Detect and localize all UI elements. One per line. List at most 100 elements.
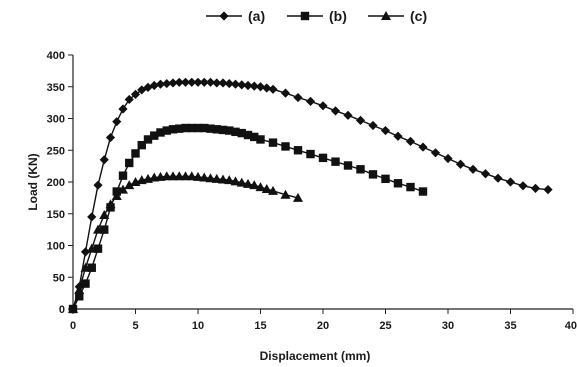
data-point <box>224 175 235 185</box>
x-tick-label: 25 <box>379 320 391 332</box>
data-point <box>199 172 210 182</box>
data-point <box>187 123 196 133</box>
data-point <box>368 170 378 179</box>
data-point <box>493 173 503 183</box>
data-point <box>181 123 190 133</box>
data-point <box>137 140 146 150</box>
data-point <box>193 123 203 133</box>
data-point <box>418 142 428 152</box>
data-point <box>231 127 240 137</box>
data-point <box>261 183 272 193</box>
data-point <box>199 77 209 87</box>
x-tick-label: 5 <box>132 320 138 332</box>
data-point <box>468 164 478 174</box>
data-point <box>187 77 197 87</box>
legend: (a) (b) (c) <box>206 8 427 24</box>
data-point <box>186 171 197 181</box>
data-point <box>355 115 366 126</box>
x-ticks: 0 5 10 15 20 25 30 35 40 <box>70 309 577 332</box>
data-point <box>155 79 166 89</box>
series-layer <box>68 77 553 314</box>
data-point <box>74 284 85 294</box>
legend-label: (a) <box>248 8 265 24</box>
data-point <box>250 132 259 142</box>
y-tick-label: 200 <box>47 177 65 189</box>
x-tick-label: 30 <box>442 320 454 332</box>
data-point <box>268 138 278 147</box>
data-point <box>93 180 103 190</box>
data-point <box>343 110 353 120</box>
data-point <box>455 159 466 169</box>
data-point <box>268 185 278 195</box>
data-point <box>418 187 428 196</box>
x-axis-title: Displacement (mm) <box>260 349 371 363</box>
legend-item: (c) <box>368 8 427 24</box>
x-tick-label: 20 <box>317 320 329 332</box>
legend-item: (b) <box>287 8 347 24</box>
data-point <box>86 243 97 253</box>
data-point <box>330 106 341 116</box>
data-point <box>99 210 110 220</box>
series-line <box>72 127 424 310</box>
data-point <box>225 126 234 135</box>
data-point <box>243 130 253 140</box>
series-3 <box>68 171 303 313</box>
data-point <box>256 135 265 144</box>
data-point <box>306 149 315 159</box>
data-point <box>193 171 203 181</box>
data-point <box>205 77 216 87</box>
data-point <box>218 125 228 135</box>
data-point <box>205 173 216 183</box>
legend-label: (b) <box>329 8 347 24</box>
data-point <box>243 80 253 91</box>
data-point <box>406 182 415 192</box>
data-point <box>393 179 403 188</box>
y-ticks: 0 50 100 150 200 250 300 350 400 <box>47 50 73 316</box>
y-tick-label: 0 <box>59 304 65 316</box>
data-point <box>212 125 221 134</box>
x-tick-label: 15 <box>254 320 266 332</box>
data-point <box>124 94 134 105</box>
data-point <box>280 88 291 98</box>
data-point <box>255 82 266 92</box>
data-point <box>218 78 228 88</box>
x-tick-label: 10 <box>192 320 204 332</box>
data-point <box>356 165 365 174</box>
data-point <box>280 189 291 199</box>
data-point <box>118 184 128 194</box>
data-point <box>87 212 97 222</box>
y-tick-label: 50 <box>53 272 65 284</box>
data-point <box>293 146 303 155</box>
data-point <box>200 123 209 133</box>
data-point <box>168 78 178 88</box>
data-point <box>206 124 215 133</box>
x-tick-label: 40 <box>565 320 577 332</box>
data-point <box>130 89 141 99</box>
data-point <box>211 173 222 183</box>
data-point <box>318 101 328 111</box>
legend-item: (a) <box>206 8 265 24</box>
data-point <box>93 224 103 234</box>
data-point <box>430 148 441 158</box>
data-point <box>331 157 340 166</box>
data-point <box>237 80 247 90</box>
series-2 <box>68 123 428 314</box>
data-point <box>236 177 247 187</box>
data-point <box>318 153 328 163</box>
data-point <box>305 96 316 106</box>
y-tick-label: 150 <box>47 209 65 221</box>
data-point <box>149 80 159 91</box>
data-point <box>381 174 390 184</box>
data-point <box>268 84 278 94</box>
data-point <box>224 78 234 89</box>
data-point <box>112 117 122 127</box>
data-point <box>105 132 116 143</box>
data-point <box>80 247 91 257</box>
x-tick-label: 0 <box>70 320 76 332</box>
series-line <box>72 175 299 310</box>
x-tick-label: 35 <box>504 320 516 332</box>
legend-label: (c) <box>410 8 427 24</box>
data-point <box>237 128 246 138</box>
data-point <box>87 263 96 272</box>
